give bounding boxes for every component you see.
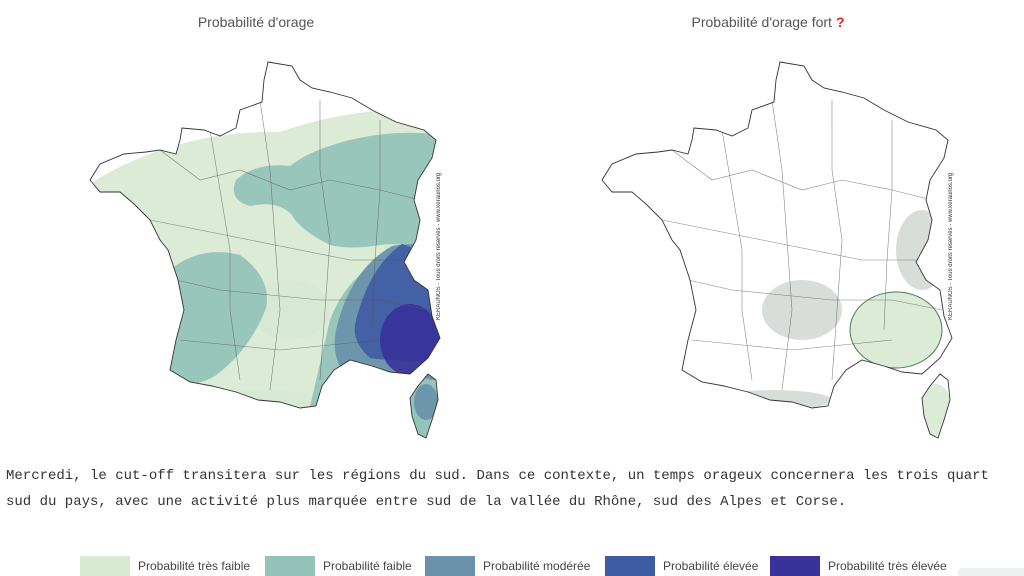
zone-very-high <box>380 304 440 376</box>
zone-corse-moderate <box>414 384 438 420</box>
legend-swatch <box>605 556 655 576</box>
legend-swatch <box>425 556 475 576</box>
scroll-to-top-button[interactable] <box>958 568 1024 576</box>
severe-thunderstorm-probability-map: Probabilité d'orage fort? KERAUNOS <box>512 0 1024 450</box>
map-title-text: Probabilité d'orage fort <box>691 14 832 30</box>
legend-swatch <box>80 556 130 576</box>
map-title-text: Probabilité d'orage <box>197 14 315 30</box>
map-title: Probabilité d'orage fort? <box>512 14 1024 30</box>
legend-label: Probabilité élevée <box>663 559 759 573</box>
legend-swatch <box>770 556 820 576</box>
legend-label: Probabilité faible <box>323 559 412 573</box>
help-icon[interactable]: ? <box>835 14 845 30</box>
map-credit: KERAUNOS - Tous droits réservés - www.ke… <box>436 172 442 320</box>
france-map <box>89 61 441 439</box>
legend-label: Probabilité modérée <box>483 559 591 573</box>
legend-label: Probabilité très élevée <box>828 559 947 573</box>
thunderstorm-probability-map: Probabilité d'orage <box>0 0 512 450</box>
legend-label: Probabilité très faible <box>138 559 251 573</box>
description-line: Mercredi, le cut-off transitera sur les … <box>6 468 989 484</box>
forecast-description: Mercredi, le cut-off transitera sur les … <box>6 463 1024 515</box>
department-borders <box>149 99 431 391</box>
zone-low-southwest <box>168 252 267 385</box>
france-map <box>601 61 953 439</box>
zone-very-low <box>850 292 942 368</box>
probability-legend: Probabilité très faible Probabilité faib… <box>0 556 1024 576</box>
map-credit: KERAUNOS - Tous droits réservés - www.ke… <box>948 172 954 320</box>
zone-low-north <box>233 132 440 270</box>
legend-swatch <box>265 556 315 576</box>
department-borders <box>661 99 943 391</box>
description-line: sud du pays, avec une activité plus marq… <box>6 494 847 510</box>
map-title: Probabilité d'orage <box>0 14 512 30</box>
